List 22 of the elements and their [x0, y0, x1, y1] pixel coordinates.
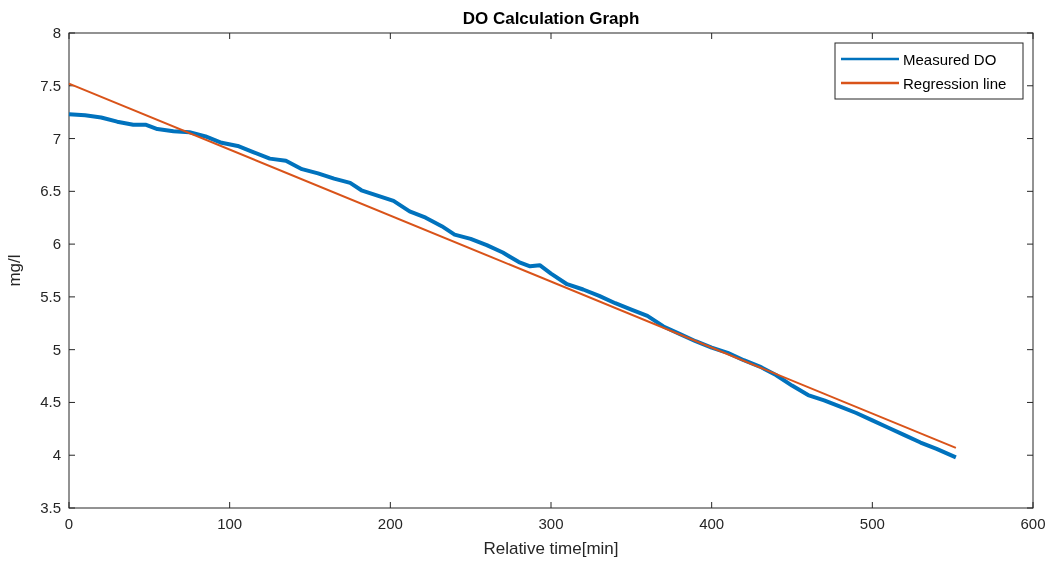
y-tick-label: 8 [52, 24, 61, 41]
legend-label: Measured DO [903, 51, 997, 68]
x-tick-label: 100 [217, 515, 243, 532]
y-tick-label: 6.5 [40, 182, 61, 200]
y-tick-label: 7 [52, 129, 61, 147]
chart-title: DO Calculation Graph [462, 9, 640, 28]
y-axis-title: mg/l [5, 254, 24, 287]
x-axis-title: Relative time[min] [483, 539, 619, 558]
x-tick-label: 600 [1020, 515, 1046, 532]
y-tick-label: 7.5 [40, 76, 61, 94]
x-tick-label: 300 [538, 515, 564, 532]
x-tick-label: 200 [377, 515, 403, 532]
x-tick-label: 500 [859, 515, 885, 532]
x-tick-label: 0 [64, 515, 74, 532]
y-tick-label: 4.5 [40, 393, 61, 411]
x-tick-label: 400 [699, 515, 725, 532]
y-tick-label: 3.5 [40, 499, 61, 516]
y-tick-label: 6 [52, 235, 61, 253]
y-tick-label: 5.5 [40, 287, 61, 305]
legend-label: Regression line [903, 75, 1007, 92]
y-tick-label: 4 [52, 446, 61, 464]
y-tick-label: 5 [52, 340, 61, 358]
